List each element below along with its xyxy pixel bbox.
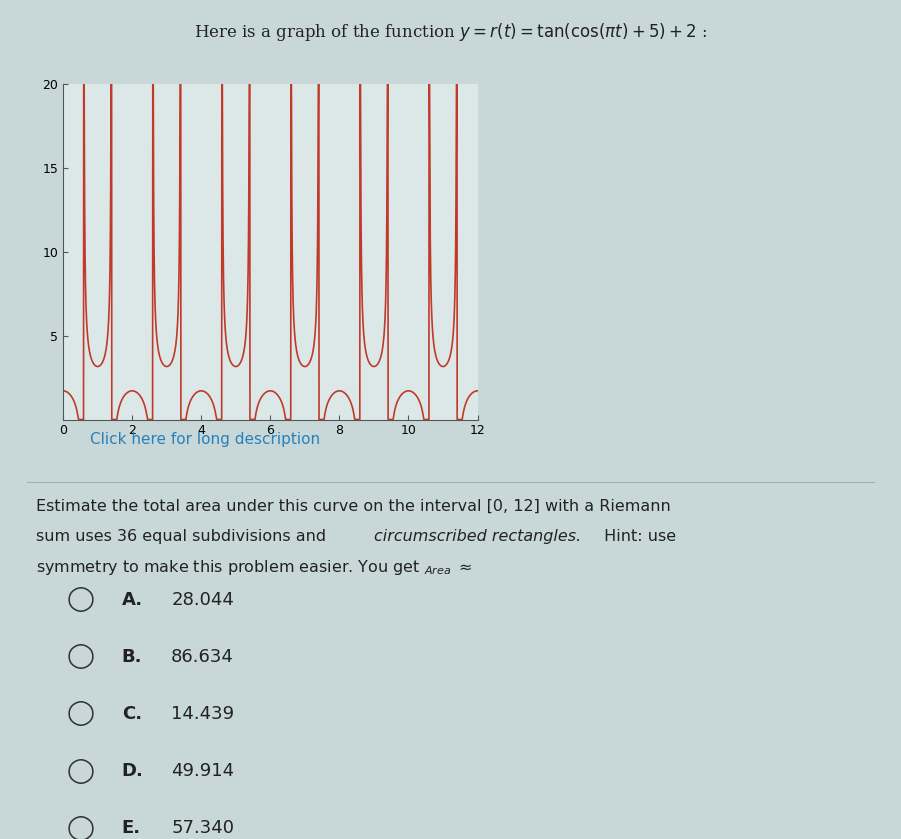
Text: A.: A.	[122, 591, 142, 609]
Text: symmetry to make this problem easier. You get $_{Area}$ $\approx$: symmetry to make this problem easier. Yo…	[36, 558, 473, 577]
Text: circumscribed rectangles.: circumscribed rectangles.	[374, 529, 581, 544]
Text: ◯: ◯	[67, 587, 96, 612]
Text: 49.914: 49.914	[171, 762, 234, 780]
Text: Hint: use: Hint: use	[599, 529, 677, 544]
Text: Click here for long description: Click here for long description	[90, 432, 320, 447]
Text: D.: D.	[122, 762, 143, 780]
Text: E.: E.	[122, 819, 141, 837]
Text: ◯: ◯	[67, 816, 96, 839]
Text: ◯: ◯	[67, 758, 96, 784]
Text: Estimate the total area under this curve on the interval [0, 12] with a Riemann: Estimate the total area under this curve…	[36, 499, 670, 514]
Text: 14.439: 14.439	[171, 705, 234, 723]
Text: 28.044: 28.044	[171, 591, 234, 609]
Text: Here is a graph of the function $y = r(t) = \tan(\cos(\pi t) + 5) + 2$ :: Here is a graph of the function $y = r(t…	[194, 21, 707, 43]
Text: C.: C.	[122, 705, 141, 723]
Text: B.: B.	[122, 648, 142, 666]
Text: ◯: ◯	[67, 644, 96, 670]
Text: 86.634: 86.634	[171, 648, 234, 666]
Text: sum uses 36 equal subdivisions and: sum uses 36 equal subdivisions and	[36, 529, 332, 544]
Text: 57.340: 57.340	[171, 819, 234, 837]
Text: ◯: ◯	[67, 701, 96, 727]
